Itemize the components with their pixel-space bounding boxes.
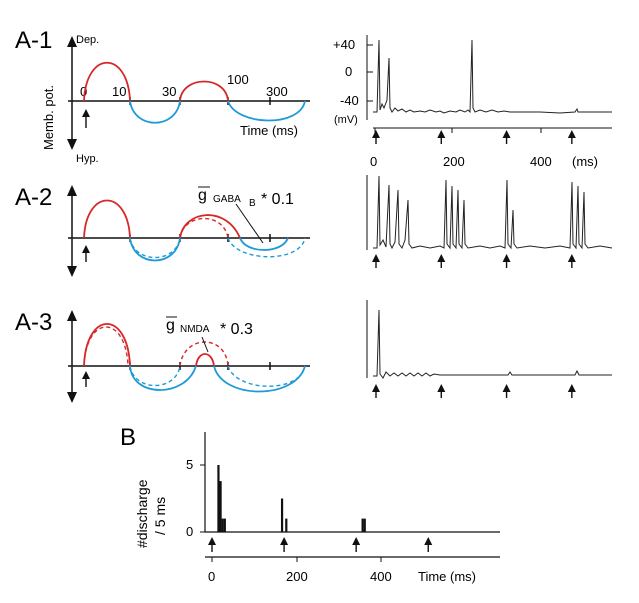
hist-bar xyxy=(285,518,288,532)
hist-xtick-0: 0 xyxy=(208,569,215,584)
time-tick-30: 30 xyxy=(162,84,176,99)
stimulus-arrow xyxy=(424,537,433,552)
time-tick-100: 100 xyxy=(227,72,249,87)
trace-xtick-200: 200 xyxy=(443,154,465,169)
nmda-label-g: g xyxy=(166,317,175,334)
stimulus-arrow xyxy=(208,537,216,552)
voltage-trace-a2 xyxy=(373,175,613,250)
stimulus-arrow xyxy=(280,537,289,552)
schematic-a3: g NMDA * 0.3 xyxy=(67,310,310,403)
stimulus-arrow xyxy=(372,254,380,268)
hist-bar xyxy=(217,465,220,532)
gaba-factor: * 0.1 xyxy=(261,191,294,208)
nmda-label-sub: NMDA xyxy=(180,324,210,335)
depolarization-curve-2 xyxy=(179,80,229,102)
hist-stimulus-arrows xyxy=(208,537,433,552)
trace-xtick-0: 0 xyxy=(370,154,377,169)
hist-ylabel-line2: / 5 ms xyxy=(152,497,168,535)
stimulus-arrow xyxy=(437,254,446,268)
time-axis-label: Time (ms) xyxy=(240,123,298,138)
hist-ytick-5: 5 xyxy=(186,457,193,472)
hyperpolarization-curve-1 xyxy=(129,100,181,124)
trace-panel-a2 xyxy=(366,175,613,250)
panel-label-a2: A-2 xyxy=(15,184,52,211)
stimulus-arrow xyxy=(567,254,576,268)
time-tick-0: 0 xyxy=(80,84,87,99)
stimulus-arrow xyxy=(567,130,576,144)
hyp-label: Hyp. xyxy=(76,153,99,165)
voltage-trace-a1 xyxy=(373,39,612,114)
panel-label-b: B xyxy=(120,424,136,451)
hist-ytick-0: 0 xyxy=(186,524,193,539)
stimulus-arrow xyxy=(437,130,446,144)
gaba-label-g: g xyxy=(198,187,207,204)
trace-panel-a3 xyxy=(366,300,612,379)
stimulus-arrow xyxy=(372,384,380,398)
stimulus-arrow xyxy=(502,254,511,268)
schematic-a2: g GABA B * 0.1 xyxy=(67,185,310,277)
panel-label-a1: A-1 xyxy=(15,27,52,54)
hist-xtick-200: 200 xyxy=(286,569,308,584)
hist-xtick-400: 400 xyxy=(370,569,392,584)
stimulus-arrow xyxy=(502,384,511,398)
gaba-label-subsub: B xyxy=(249,198,256,209)
hist-bar xyxy=(219,481,222,532)
stimulus-arrow xyxy=(437,384,446,398)
gaba-label-sub: GABA xyxy=(213,194,241,205)
axis-arrow-down xyxy=(67,139,77,150)
hist-bar xyxy=(280,498,284,532)
hist-bar xyxy=(361,518,364,532)
hyperpolarization-curve-2 xyxy=(227,100,306,122)
stimulus-arrow xyxy=(567,384,576,398)
trace-ytick-plus40: +40 xyxy=(333,37,355,52)
depolarization-curve-1 xyxy=(83,62,131,102)
stimulus-arrow xyxy=(372,130,380,144)
trace-xtick-400: 400 xyxy=(530,154,552,169)
nmda-factor: * 0.3 xyxy=(220,321,253,338)
hist-ylabel-line1: #discharge xyxy=(134,479,150,548)
hist-bars xyxy=(217,465,366,532)
time-tick-300: 300 xyxy=(266,84,288,99)
hist-bar xyxy=(223,518,226,532)
stimulus-arrow xyxy=(502,130,511,144)
trace-ytick-minus40: -40 xyxy=(340,93,359,108)
trace-yunit: (mV) xyxy=(334,114,358,126)
dep-label: Dep. xyxy=(76,34,99,46)
hist-bar xyxy=(363,518,366,532)
histogram-b: 5 0 #discharge / 5 ms 0 200 400 Time (ms… xyxy=(134,432,500,584)
axis-arrow-up xyxy=(67,36,77,47)
schematic-a1: Dep. Hyp. Memb. pot. 0 10 30 100 300 Tim… xyxy=(41,34,310,165)
memb-pot-label: Memb. pot. xyxy=(41,85,56,150)
trace-xunit: (ms) xyxy=(572,154,598,169)
trace-panel-a1: +40 0 -40 (mV) 0 200 400 (ms) xyxy=(333,35,612,169)
trace-stimulus-arrows xyxy=(372,130,576,398)
time-tick-10: 10 xyxy=(112,84,126,99)
hist-bar xyxy=(221,518,224,532)
hist-xlabel: Time (ms) xyxy=(418,569,476,584)
voltage-trace-a3 xyxy=(373,309,612,379)
stimulus-arrow xyxy=(352,537,361,552)
panel-label-a3: A-3 xyxy=(15,309,52,336)
trace-ytick-0: 0 xyxy=(345,64,352,79)
